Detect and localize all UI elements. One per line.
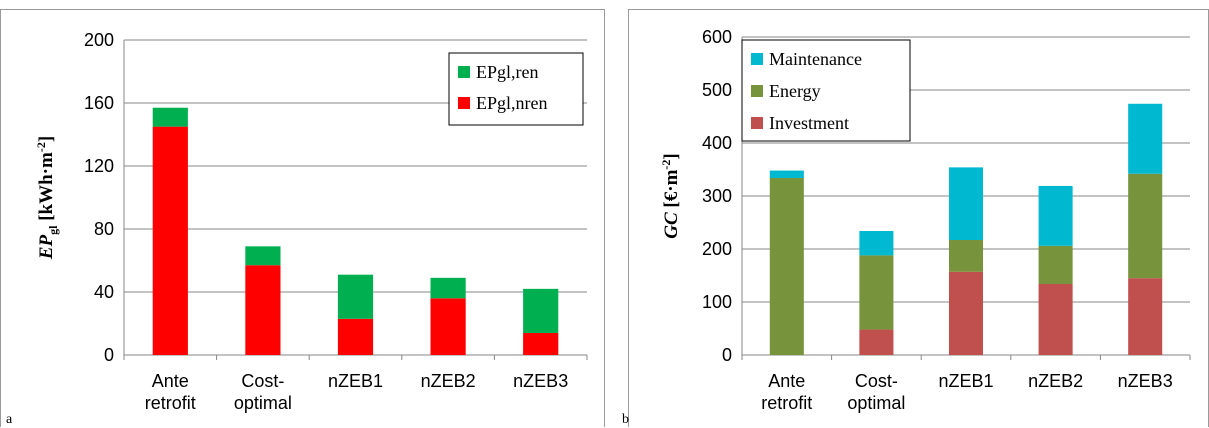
chart-a-legend-swatch	[458, 66, 470, 78]
chart-b-bar-energy	[948, 239, 984, 272]
chart-b-legend: Maintenance Energy Investment	[741, 39, 911, 142]
chart-a-category-label: nZEB2	[421, 371, 476, 391]
chart-b-category-label: Cost-optimal	[847, 371, 905, 413]
chart-b-y-tick-label: 200	[702, 239, 732, 259]
chart-a-y-axis-label: EPgl [kWh·m-2]	[34, 136, 60, 260]
chart-b-bar-maintenance	[1038, 185, 1073, 246]
chart-b-bar-maintenance	[769, 170, 804, 178]
chart-b-y-tick-label: 400	[702, 133, 732, 153]
chart-a-category-label: Cost-optimal	[234, 371, 292, 413]
chart-b-bar-energy	[859, 255, 894, 330]
chart-a-bar-epgl-ren	[523, 288, 559, 333]
panel-a-frame	[0, 9, 605, 427]
chart-b-y-tick-label: 300	[702, 186, 732, 206]
chart-a-legend-swatch	[458, 97, 470, 109]
chart-b-bar-maintenance	[859, 230, 894, 256]
chart-b-legend-box	[741, 39, 911, 142]
chart-b-bar-investment	[859, 329, 894, 355]
chart-a-bar-epgl-ren	[245, 246, 281, 266]
chart-a-bar-epgl-nren	[152, 126, 188, 355]
chart-b-bar-energy	[1038, 245, 1073, 284]
chart-b-y-axis-label: GC [€·m-2]	[659, 153, 682, 238]
chart-a-legend-label: EPgl,ren	[476, 62, 539, 82]
chart-b-category-label: nZEB3	[1118, 371, 1173, 391]
chart-a-bar-epgl-nren	[245, 265, 281, 355]
chart-a: 0 40 80 120 160 200 Ante retrofit Cost-optimal nZ…	[34, 30, 588, 413]
chart-b-y-tick-label: 600	[702, 27, 732, 47]
chart-a-legend-label: EPgl,nren	[476, 93, 548, 113]
chart-a-y-tick-label: 120	[84, 156, 114, 176]
chart-a-bar-epgl-ren	[430, 277, 466, 299]
chart-a-category-label: nZEB3	[513, 371, 568, 391]
chart-b-y-tick-label: 100	[702, 292, 732, 312]
chart-b-y-tick-label: 500	[702, 80, 732, 100]
chart-b-bar-investment	[948, 271, 984, 355]
chart-a-bar-epgl-nren	[523, 332, 559, 355]
chart-a-legend-box	[448, 52, 584, 126]
chart-b-legend-label: Energy	[769, 81, 821, 101]
chart-b-category-label: Ante retrofit	[761, 371, 812, 413]
chart-a-category-label: nZEB1	[328, 371, 383, 391]
panel-a-letter: a	[6, 412, 13, 427]
chart-a-category-label: Ante retrofit	[145, 371, 196, 413]
chart-a-legend: EPgl,ren EPgl,nren	[448, 52, 584, 126]
chart-a-bar-epgl-ren	[152, 107, 188, 127]
chart-a-y-tick-label: 80	[94, 219, 114, 239]
chart-b-bar-energy	[769, 177, 804, 355]
chart-b-bar-maintenance	[1128, 103, 1163, 174]
chart-b: 0 100 200 300 400 500 600 Ante retrofit Cost-opti…	[659, 27, 1191, 413]
chart-a-bar-epgl-nren	[430, 298, 466, 355]
chart-b-legend-swatch	[751, 53, 763, 65]
chart-b-category-label: nZEB2	[1028, 371, 1083, 391]
panel-b-letter: b	[622, 412, 629, 427]
chart-a-y-tick-label: 0	[104, 345, 114, 365]
chart-b-legend-swatch	[751, 117, 763, 129]
chart-b-legend-label: Maintenance	[769, 49, 862, 69]
chart-b-legend-label: Investment	[769, 113, 849, 133]
chart-a-y-tick-label: 40	[94, 282, 114, 302]
chart-b-bar-investment	[1038, 283, 1073, 355]
chart-a-y-tick-label: 200	[84, 30, 114, 50]
chart-a-bar-epgl-ren	[337, 274, 374, 319]
chart-a-y-tick-label: 160	[84, 93, 114, 113]
chart-b-y-tick-label: 0	[722, 345, 732, 365]
chart-b-bar-investment	[1128, 278, 1163, 355]
chart-b-bar-maintenance	[948, 167, 984, 240]
chart-b-bar-energy	[1128, 173, 1163, 279]
chart-b-category-label: nZEB1	[938, 371, 993, 391]
chart-b-legend-swatch	[751, 85, 763, 97]
chart-a-bar-epgl-nren	[337, 318, 374, 355]
